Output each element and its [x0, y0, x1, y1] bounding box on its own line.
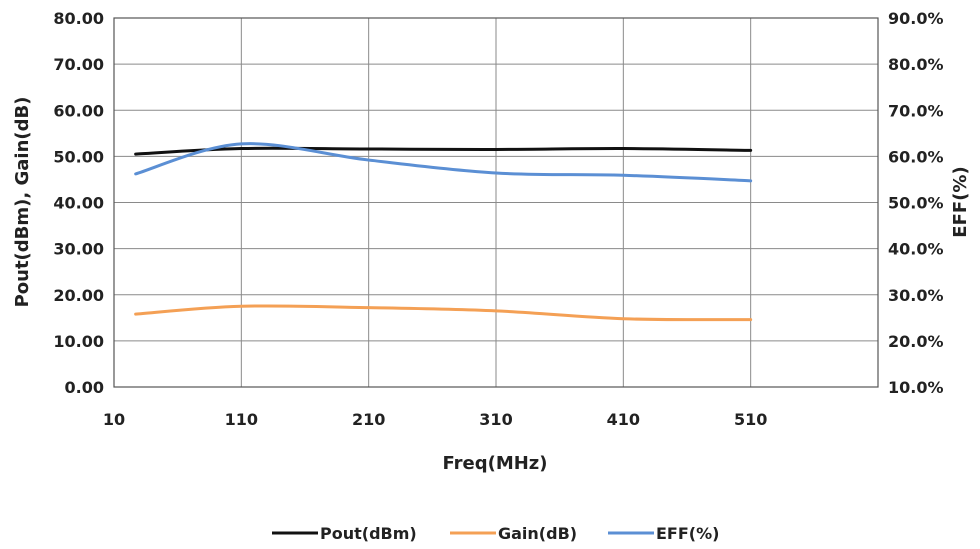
- y-tick-label: 40.00: [53, 194, 104, 213]
- y2-tick-label: 60.0%: [888, 147, 944, 166]
- series-line-eff: [134, 142, 753, 183]
- x-tick-label: 110: [225, 410, 258, 429]
- y-tick-label: 20.00: [53, 286, 104, 305]
- y2-tick-label: 80.0%: [888, 55, 944, 74]
- y-tick-label: 80.00: [53, 9, 104, 28]
- y-tick-label: 0.00: [65, 378, 104, 397]
- series-line-gain-db: [134, 304, 753, 322]
- series-line-pout-dbm: [134, 146, 753, 156]
- y-tick-label: 10.00: [53, 332, 104, 351]
- x-tick-label: 510: [734, 410, 767, 429]
- x-tick-label: 410: [607, 410, 640, 429]
- x-tick-label: 10: [103, 410, 125, 429]
- y2-axis-title: EFF(%): [950, 166, 971, 237]
- y2-tick-label: 20.0%: [888, 332, 944, 351]
- y-tick-label: 70.00: [53, 55, 104, 74]
- legend-label: Gain(dB): [498, 524, 577, 543]
- x-tick-label: 210: [352, 410, 385, 429]
- legend-label: EFF(%): [656, 524, 719, 543]
- y2-tick-label: 70.0%: [888, 101, 944, 120]
- y2-tick-label: 30.0%: [888, 286, 944, 305]
- series-group: [134, 142, 753, 322]
- grid: [113, 17, 879, 388]
- y-tick-label: 60.00: [53, 101, 104, 120]
- y-tick-label: 50.00: [53, 147, 104, 166]
- y2-tick-label: 90.0%: [888, 9, 944, 28]
- y2-tick-label: 50.0%: [888, 194, 944, 213]
- y-tick-label: 30.00: [53, 240, 104, 259]
- x-axis-title: Freq(MHz): [442, 453, 547, 474]
- x-tick-label: 310: [479, 410, 512, 429]
- y2-tick-label: 40.0%: [888, 240, 944, 259]
- y-axis-title: Pout(dBm), Gain(dB): [12, 97, 33, 308]
- legend: Pout(dBm) Gain(dB) EFF(%): [272, 524, 719, 543]
- plot-border: [113, 17, 879, 388]
- legend-label: Pout(dBm): [320, 524, 417, 543]
- tick-labels: 0.00 10.00 20.00 30.00 40.00 50.00 60.00 70.00 8…: [53, 9, 943, 429]
- y2-tick-label: 10.0%: [888, 378, 944, 397]
